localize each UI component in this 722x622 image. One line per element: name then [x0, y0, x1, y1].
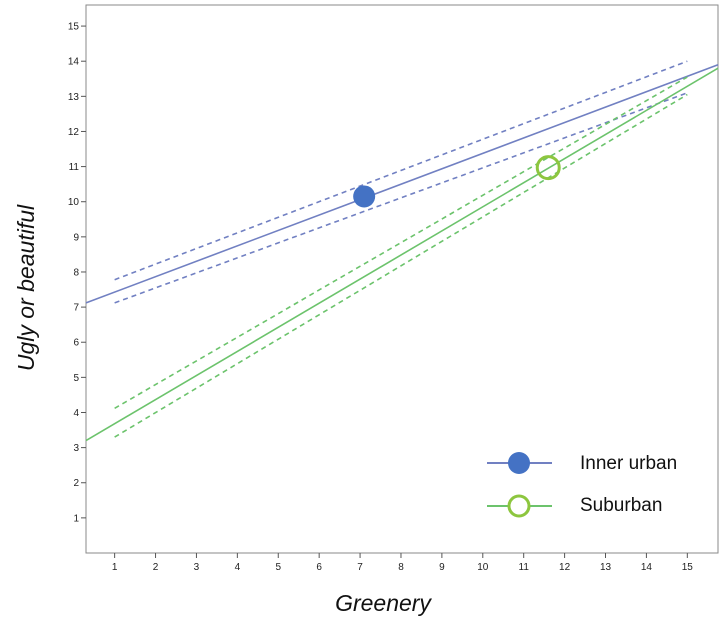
x-tick-label: 2 [153, 562, 159, 573]
mean-point-inner-urban [353, 185, 376, 208]
x-axis-title: Greenery [335, 590, 432, 616]
y-tick-label: 13 [68, 92, 80, 103]
legend-label-suburban: Suburban [580, 495, 662, 516]
y-tick-label: 3 [73, 443, 79, 454]
y-tick-label: 7 [73, 303, 79, 314]
legend-marker-suburban [507, 494, 531, 518]
x-tick-label: 4 [235, 562, 241, 573]
y-tick-label: 8 [73, 267, 79, 278]
ci-upper-suburban [114, 76, 688, 409]
x-tick-label: 1 [112, 562, 118, 573]
y-tick-label: 1 [73, 513, 79, 524]
ci-lower-suburban [114, 93, 688, 438]
x-tick-label: 11 [519, 562, 530, 573]
x-tick-label: 10 [477, 562, 489, 573]
y-tick-label: 11 [69, 162, 80, 173]
plot-area [85, 4, 719, 554]
series-markers [353, 155, 561, 208]
y-tick-label: 9 [73, 232, 79, 243]
x-axis-ticks: 1 2 3 4 5 6 7 8 9 10 11 12 13 14 15 [112, 553, 693, 573]
fit-line-inner-urban [85, 63, 719, 304]
x-tick-label: 12 [559, 562, 571, 573]
y-tick-label: 10 [68, 197, 80, 208]
ci-upper-inner-urban [114, 60, 688, 281]
legend: Inner urban Suburban [487, 452, 677, 518]
y-tick-label: 2 [73, 478, 79, 489]
y-tick-label: 12 [68, 127, 80, 138]
x-tick-label: 9 [439, 562, 445, 573]
fit-line-suburban [85, 67, 719, 442]
x-tick-label: 7 [357, 562, 363, 573]
ci-lower-inner-urban [114, 92, 688, 304]
legend-label-inner-urban: Inner urban [580, 453, 677, 474]
y-tick-label: 14 [68, 57, 80, 68]
y-axis-title: Ugly or beautiful [13, 204, 39, 371]
x-tick-label: 3 [194, 562, 200, 573]
x-tick-label: 6 [316, 562, 322, 573]
y-tick-label: 6 [73, 338, 79, 349]
plot-lines [85, 60, 719, 442]
y-tick-label: 15 [68, 22, 80, 33]
x-tick-label: 5 [275, 562, 281, 573]
mean-point-suburban [535, 155, 561, 181]
x-tick-label: 14 [641, 562, 653, 573]
x-tick-label: 13 [600, 562, 612, 573]
x-tick-label: 8 [398, 562, 404, 573]
y-tick-label: 4 [73, 408, 79, 419]
legend-marker-inner-urban [508, 452, 530, 474]
y-tick-label: 5 [73, 373, 79, 384]
x-tick-label: 15 [682, 562, 694, 573]
